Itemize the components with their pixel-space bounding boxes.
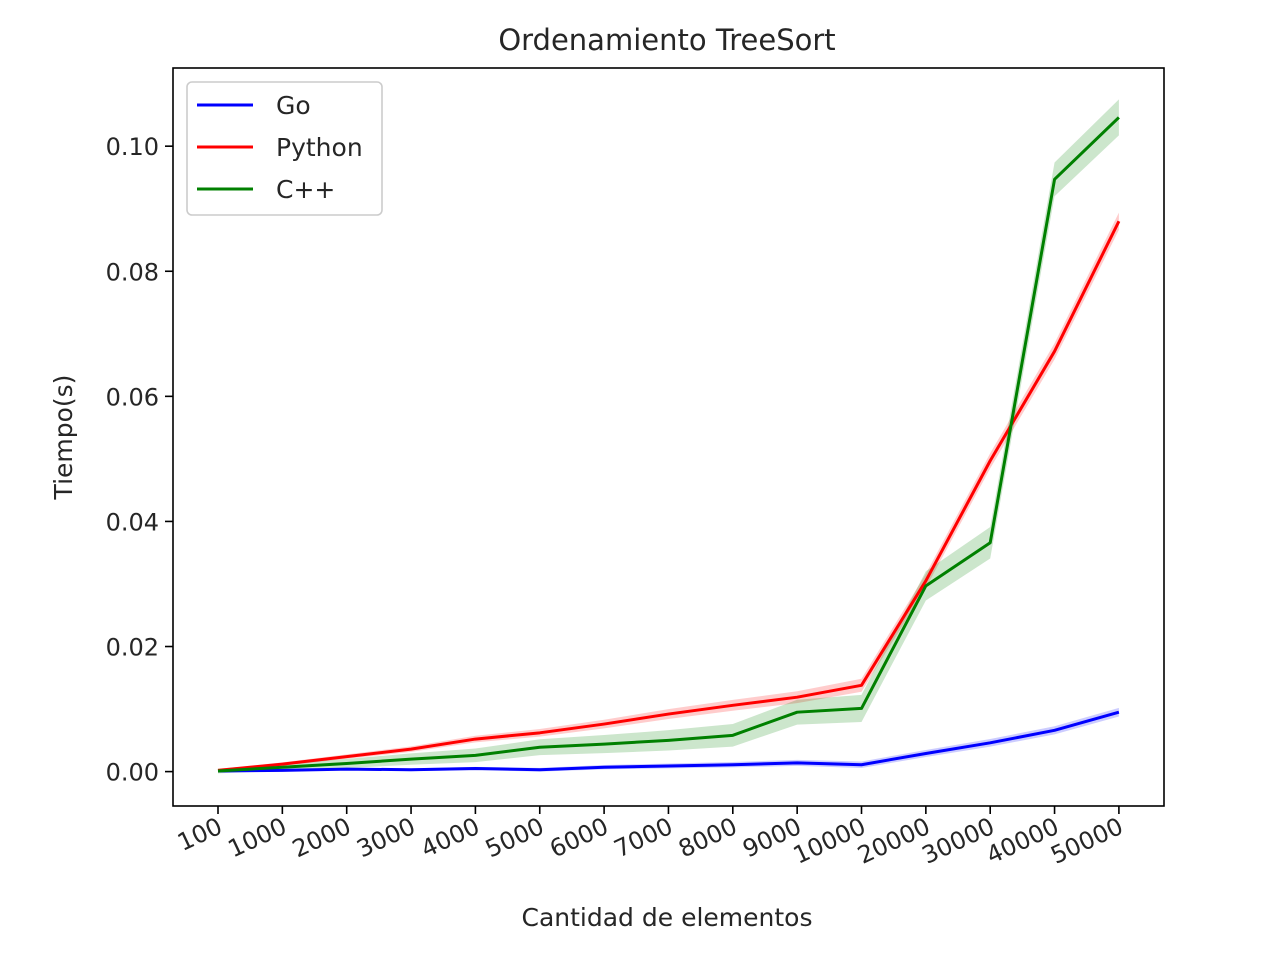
y-tick-label: 0.06 (106, 383, 159, 411)
x-tick-label: 7000 (610, 812, 677, 863)
x-tick-label: 50000 (1046, 812, 1127, 870)
y-tick-label: 0.08 (106, 258, 159, 286)
y-axis: 0.00 0.02 0.04 0.06 0.08 0.10 (106, 133, 173, 787)
x-tick-label: 40000 (982, 812, 1063, 870)
x-tick-label: 6000 (545, 812, 612, 863)
legend-box (186, 81, 383, 216)
y-tick-label: 0.00 (106, 759, 159, 787)
legend-label-c: C++ (276, 175, 335, 204)
x-tick-label: 8000 (674, 812, 741, 863)
y-tick-label: 0.04 (106, 508, 159, 536)
y-tick-label: 0.02 (106, 634, 159, 662)
x-tick-label: 5000 (481, 812, 548, 863)
x-tick-label: 100 (173, 812, 226, 857)
y-axis-label: Tiempo(s) (49, 375, 78, 501)
x-tick-label: 4000 (417, 812, 484, 863)
series-line-python (217, 220, 1121, 772)
x-axis-label: Cantidad de elementos (522, 903, 813, 932)
x-tick-label: 20000 (853, 812, 934, 870)
x-tick-label: 3000 (352, 812, 419, 863)
series-line-c (217, 116, 1120, 773)
legend-label-python: Python (276, 133, 363, 162)
x-axis: 1001000200030004000500060007000800090001… (173, 806, 1127, 870)
confidence-band-python (218, 212, 1119, 772)
x-tick-label: 30000 (918, 812, 999, 870)
y-tick-label: 0.10 (106, 133, 159, 161)
x-tick-label: 1000 (224, 812, 291, 863)
x-tick-label: 10000 (789, 812, 870, 870)
x-tick-label: 2000 (288, 812, 355, 863)
legend: Go Python C++ (186, 81, 383, 216)
series-line-go (217, 710, 1120, 773)
chart-title: Ordenamiento TreeSort (498, 23, 835, 57)
legend-label-go: Go (276, 91, 311, 120)
